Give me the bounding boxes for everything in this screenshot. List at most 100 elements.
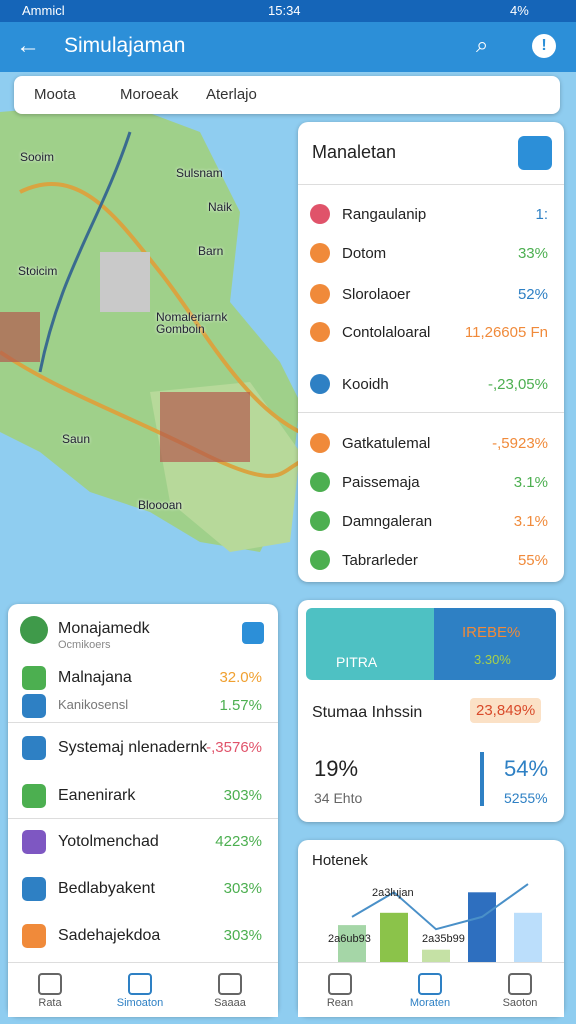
card-title: Monajamedk [58,620,150,637]
nav-icon[interactable] [38,973,62,995]
row-label: Rangaulanip [342,206,427,223]
row-icon [22,924,46,948]
row-icon [22,830,46,854]
big-value: 19% [314,756,359,781]
row-icon [310,374,330,394]
row-icon [22,736,46,760]
row-value: 1: [535,206,548,223]
banner-value: IREBE% [462,624,521,641]
time: 15:34 [268,3,301,18]
row-icon [310,243,330,263]
row-value: 1.57% [219,697,262,714]
row-value: 11,26605 Fn [464,324,548,341]
row-value: -,23,05% [487,376,548,393]
row-label: Eanenirark [58,787,136,804]
row-label: Systemaj nlenadernk [58,739,208,756]
row-label: Kooidh [342,376,389,393]
map-label: Bloooan [138,498,183,512]
nav-icon[interactable] [128,973,152,995]
menu-button[interactable] [242,622,264,644]
row-label: Tabrarleder [342,552,418,569]
search-bar[interactable]: Moota Moroeak Aterlajo [14,76,560,114]
row-label: Damngaleran [342,513,433,530]
bar [468,892,496,962]
search-tab[interactable]: Aterlajo [206,86,257,103]
road [19,182,301,434]
map-label: Naik [208,200,233,214]
row-icon [310,284,330,304]
search-tab[interactable]: Moota [34,86,76,103]
mini-chart: 2a3lujan 2a6ub93 2a35b99 [328,883,542,962]
search-button[interactable]: ⌕ [476,32,489,57]
row-icon [310,550,330,570]
map-label: Stoicim [18,264,58,278]
bottom-nav: Rata Simoaton Saaaa [8,962,278,1017]
row-label: Slorolaoer [342,286,411,303]
map-label: Gomboin [156,322,205,336]
banner-right: IREBE% 3.30% [434,608,556,680]
search-tab[interactable]: Moroeak [120,86,179,103]
nav-label[interactable]: Saoton [502,997,538,1009]
divider [298,184,564,185]
bar [422,949,450,962]
row-icon [310,472,330,492]
divider [8,722,278,723]
nav-label[interactable]: Moraten [409,997,451,1009]
small-value: 5255% [504,790,548,806]
divider [480,752,484,806]
map-label: Nomaleriarnk [156,310,228,324]
battery: 4% [510,3,529,18]
row-icon [22,877,46,901]
info-button[interactable]: ! [532,34,556,58]
banner-left: PITRA [306,608,434,680]
row-icon [310,204,330,224]
row-value: 3.1% [513,474,548,491]
nav-label[interactable]: Rean [326,997,354,1009]
nav-icon[interactable] [418,973,442,995]
nav-icon[interactable] [218,973,242,995]
row-label: Kanikosensl [58,697,129,712]
divider [298,412,564,413]
banner-text: PITRA [336,654,378,670]
nav-label[interactable]: Simoaton [116,997,164,1009]
card-subtitle: Ocmikoers [58,639,111,651]
row-icon [22,784,46,808]
buildings [0,312,40,362]
panel-button[interactable] [518,136,552,170]
row-value: 55% [517,552,548,569]
row-label: Contolaloaral [342,324,431,341]
stats-card: PITRA IREBE% 3.30% Stumaa Inhssin 23,849… [298,600,564,822]
map-label: Barn [198,244,224,258]
bar [380,912,408,962]
left-card: Monajamedk Ocmikoers Malnajana 32.0% Kanik… [8,604,278,1016]
row-label: Stumaa Inhssin [312,704,423,721]
row-value: 32.0% [219,669,262,686]
row-value: 303% [223,880,262,897]
row-value: 52% [517,286,548,303]
line [351,883,529,931]
row-value: -,5923% [492,435,548,452]
bottom-nav: Rean Moraten Saoton [298,962,564,1017]
bar [338,925,366,962]
nav-icon[interactable] [508,973,532,995]
map-label: Saun [62,432,91,446]
small-value: 34 Ehto [314,790,363,806]
back-button[interactable]: ← [16,32,40,59]
row-value: 4223% [215,833,262,850]
map-label: Sulsnam [176,166,223,180]
chart-label: 2a3lujan [372,887,414,899]
bar [514,912,542,962]
road [38,131,132,373]
nav-label[interactable]: Saaaa [214,997,246,1009]
map-label: Sooim [20,150,55,164]
row-label: Sadehajekdoa [58,927,161,944]
nav-icon[interactable] [328,973,352,995]
row-icon [310,433,330,453]
row-value: -,3576% [206,739,262,756]
carrier: Ammicl [22,3,65,18]
nav-label[interactable]: Rata [38,997,62,1009]
banner-value: 3.30% [474,652,511,667]
row-icon [310,511,330,531]
row-value: 303% [223,927,262,944]
side-panel: Manaletan Rangaulanip 1: Dotom 33% Slorolaoe… [298,122,564,582]
